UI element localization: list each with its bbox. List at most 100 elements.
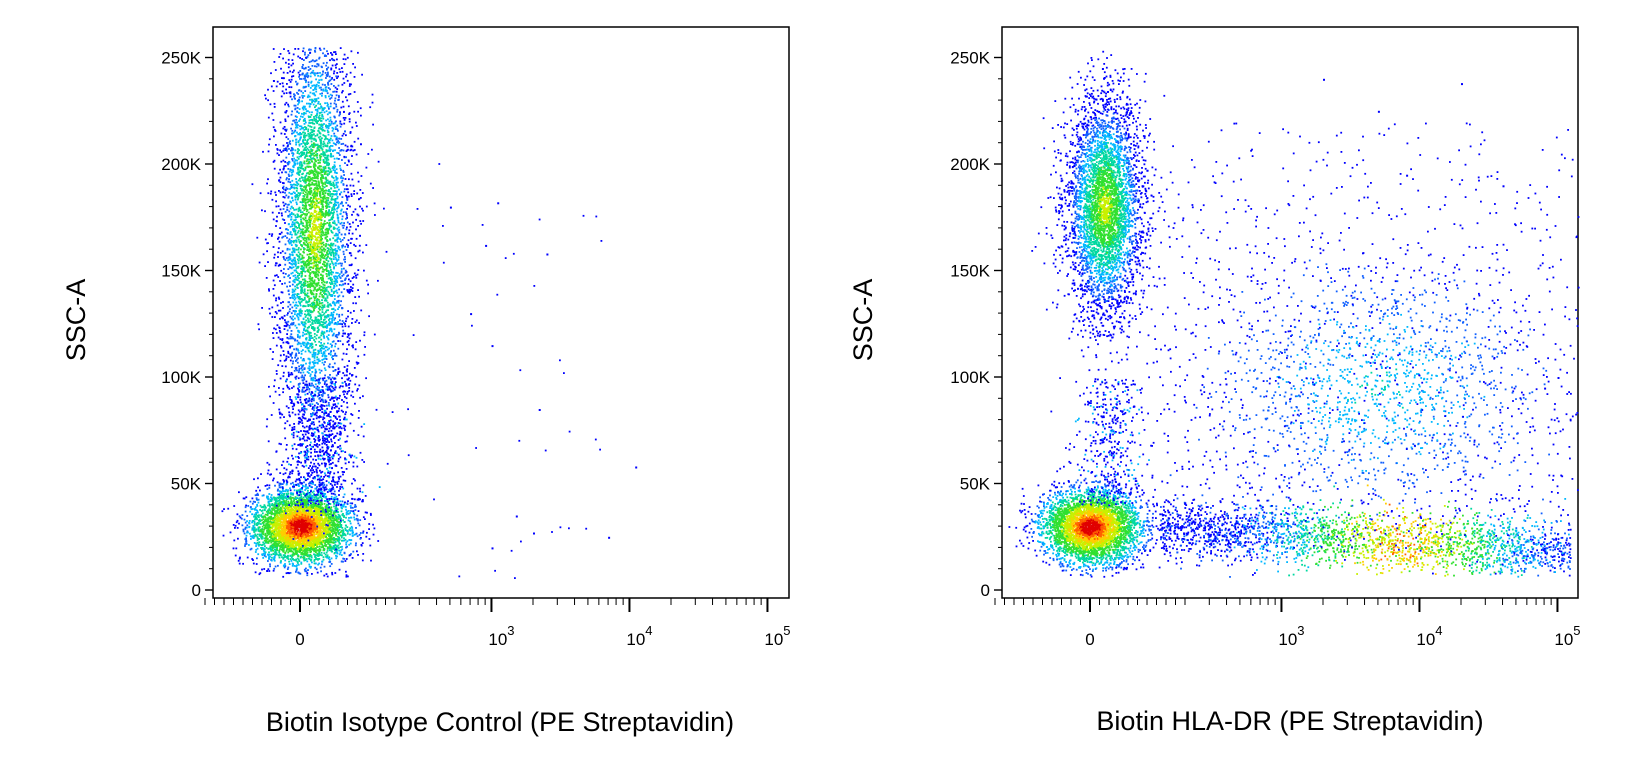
event-dot: [313, 154, 315, 157]
event-dot: [337, 530, 339, 532]
event-dot: [280, 521, 283, 523]
event-dot: [269, 536, 271, 538]
event-dot: [347, 575, 349, 578]
event-dot: [294, 304, 297, 306]
event-dot: [244, 506, 247, 509]
event-dot: [259, 489, 261, 492]
event-dot: [284, 552, 287, 554]
event-dot: [293, 521, 296, 524]
event-dot: [339, 319, 341, 322]
event-dot: [285, 101, 288, 104]
event-dot: [280, 524, 283, 526]
event-dot: [269, 565, 271, 568]
event-dot: [345, 317, 348, 320]
event-dot: [282, 536, 284, 539]
event-dot: [285, 500, 288, 502]
event-dot: [335, 557, 338, 560]
event-dot: [286, 568, 289, 570]
event-dot: [264, 515, 266, 518]
event-dot: [262, 516, 265, 518]
event-dot: [331, 550, 333, 553]
event-dot: [323, 514, 325, 516]
event-dot: [256, 536, 259, 538]
event-dot: [278, 499, 281, 502]
event-dot: [305, 553, 308, 555]
event-dot: [338, 541, 341, 544]
event-dot: [313, 471, 316, 473]
event-dot: [317, 102, 319, 105]
event-dot: [279, 181, 282, 183]
event-dot: [329, 517, 332, 519]
event-dot: [324, 374, 326, 377]
event-dot: [357, 180, 360, 183]
event-dot: [283, 539, 286, 541]
event-dot: [336, 110, 339, 113]
event-dot: [271, 545, 274, 548]
event-dot: [306, 572, 309, 574]
event-dot: [328, 206, 331, 208]
event-dot: [350, 516, 353, 519]
event-dot: [288, 373, 290, 376]
event-dot: [263, 539, 266, 542]
event-dot: [320, 522, 323, 525]
event-dot: [305, 532, 307, 535]
event-dot: [357, 51, 359, 54]
event-dot: [326, 491, 329, 493]
event-dot: [285, 507, 287, 509]
event-dot: [244, 510, 247, 513]
event-dot: [310, 506, 313, 508]
event-dot: [339, 542, 341, 545]
event-dot: [305, 500, 308, 503]
event-dot: [245, 496, 248, 499]
event-dot: [258, 261, 261, 264]
event-dot: [312, 527, 315, 530]
event-dot: [294, 48, 297, 50]
event-dot: [357, 554, 359, 556]
event-dot: [277, 505, 279, 508]
event-dot: [287, 566, 290, 569]
event-dot: [266, 537, 269, 540]
event-dot: [290, 482, 292, 485]
event-dot: [323, 565, 326, 568]
event-dot: [265, 547, 268, 549]
event-dot: [317, 534, 320, 537]
event-dot: [257, 528, 260, 530]
event-dot: [337, 547, 340, 549]
event-dot: [254, 551, 257, 553]
event-dot: [296, 517, 299, 520]
event-dot: [264, 524, 267, 527]
event-dot: [262, 553, 265, 555]
event-dot: [337, 521, 340, 523]
event-dot: [291, 554, 294, 557]
event-dot: [344, 560, 347, 562]
event-dot: [350, 506, 352, 509]
event-dot: [307, 569, 309, 571]
event-dot: [315, 532, 318, 535]
event-dot: [344, 462, 347, 465]
event-dot: [278, 551, 281, 554]
event-dot: [289, 495, 292, 498]
event-dot: [254, 571, 257, 574]
event-dot: [251, 513, 253, 516]
event-dot: [298, 519, 301, 522]
event-dot: [256, 533, 259, 536]
event-dot: [234, 527, 236, 529]
event-dot: [325, 536, 327, 538]
event-dot: [254, 515, 256, 518]
event-dot: [255, 563, 258, 565]
event-dot: [269, 473, 271, 476]
event-dot: [292, 509, 295, 511]
event-dot: [306, 542, 308, 545]
event-dot: [349, 71, 352, 74]
event-dot: [270, 549, 272, 552]
event-dot: [256, 557, 258, 560]
event-dot: [340, 517, 342, 520]
event-dot: [285, 488, 288, 491]
event-dot: [269, 563, 271, 566]
event-dot: [256, 522, 259, 524]
event-dot: [328, 547, 330, 550]
event-dot: [294, 559, 297, 562]
event-dot: [264, 509, 266, 512]
event-dot: [301, 523, 304, 526]
